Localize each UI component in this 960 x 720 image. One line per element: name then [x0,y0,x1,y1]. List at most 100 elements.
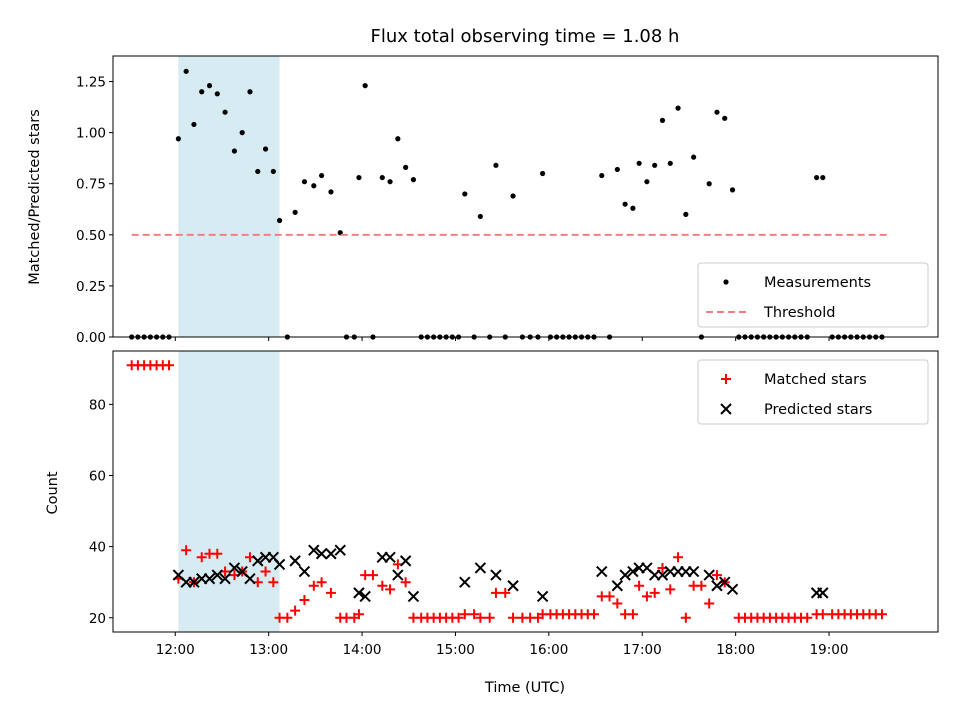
bottom-ytick-label: 20 [89,611,106,627]
matched-point [469,609,480,620]
top-ytick-label: 0.00 [76,330,106,346]
measurement-point [667,160,673,166]
bottom-xtick-label: 19:00 [810,642,849,658]
predicted-point [289,555,301,567]
matched-point [500,587,511,598]
measurement-point [462,191,468,197]
top-highlight-span [178,56,280,337]
top-ytick-label: 0.25 [76,279,106,295]
matched-point [817,609,828,620]
measurement-point [659,117,666,123]
measurement-point [813,174,820,181]
measurement-point [247,89,253,95]
matched-point [325,587,336,598]
measurement-point [199,89,205,95]
measurement-point [636,160,642,166]
measurement-point [183,68,189,74]
bottom-panel: 20 40 60 80 12:00 13:00 14:00 15:00 16:00 17:00 18… [89,350,939,658]
legend-box [697,359,929,425]
top-ytick-label: 0.75 [76,177,106,193]
chart-title: Flux total observing time = 1.08 h [371,26,680,47]
matched-point [490,587,501,598]
measurement-point [722,115,728,121]
measurement-point [540,170,546,177]
measurement-point [301,179,308,185]
predicted-point [308,544,320,556]
legend-label: Measurements [764,275,871,291]
measurement-point [191,121,197,128]
x-axis-title: Time (UTC) [484,680,565,696]
predicted-point [203,572,216,585]
bottom-xtick-label: 13:00 [249,642,288,658]
measurement-point [231,148,238,154]
measurement-point [820,174,826,181]
legend-box [697,262,929,328]
predicted-point [334,544,346,556]
measurement-point [292,209,298,215]
matched-point [649,587,660,598]
matched-point [696,580,707,591]
matched-point [385,584,396,595]
matched-point [260,566,271,577]
bottom-xtick-label: 15:00 [436,642,475,658]
measurement-point [387,179,393,185]
measurement-point [318,172,325,179]
bottom-highlight-span [178,351,280,632]
matched-point [367,570,378,581]
bottom-xtick-label: 14:00 [343,642,382,658]
predicted-point [490,569,502,581]
bottom-xtick-label: 17:00 [623,642,662,658]
predicted-point [359,590,371,603]
matched-point [612,598,623,609]
measurement-point [410,177,417,183]
predicted-point [252,555,264,567]
measurement-point [356,174,362,181]
predicted-point [817,587,829,599]
matched-point [484,612,495,623]
bottom-ytick-label: 80 [89,397,106,413]
predicted-point [711,580,723,592]
matched-point [634,580,645,591]
measurement-point [403,164,409,170]
predicted-point [188,576,200,588]
matched-point [181,545,192,556]
matched-point [508,612,519,623]
top-y-axis-title: Matched/Predicted stars [27,109,43,285]
measurement-point [239,130,245,136]
measurement-point [270,168,276,175]
predicted-point [656,569,669,581]
measurement-point [714,109,720,115]
legend-label: Matched stars [764,372,867,388]
predicted-point [325,548,337,560]
measurement-point [729,187,736,193]
measurement-point [675,105,681,111]
predicted-point [407,590,420,603]
top-legend: Measurements Threshold [697,262,929,328]
matched-point [268,577,279,588]
matched-point [802,612,813,623]
measurement-point [206,83,213,89]
measurement-point [395,136,401,142]
measurement-point [175,136,181,142]
predicted-point [244,572,256,585]
measurement-point [214,91,220,97]
predicted-point [353,587,365,599]
predicted-point [536,590,549,603]
measurement-point [362,83,368,89]
matched-point [627,609,638,620]
legend-dot-marker [723,279,729,285]
measurement-point [622,201,628,207]
top-ytick-label: 0.50 [76,228,106,244]
predicted-point [619,569,631,581]
predicted-point [315,548,328,560]
matched-point [377,580,388,591]
matched-point [588,609,599,620]
matched-point [475,612,486,623]
matched-point [641,591,652,602]
predicted-point [507,580,519,592]
predicted-point [228,562,241,574]
bottom-xtick-label: 16:00 [529,642,568,658]
measurement-point [644,179,650,185]
predicted-point [399,555,412,567]
